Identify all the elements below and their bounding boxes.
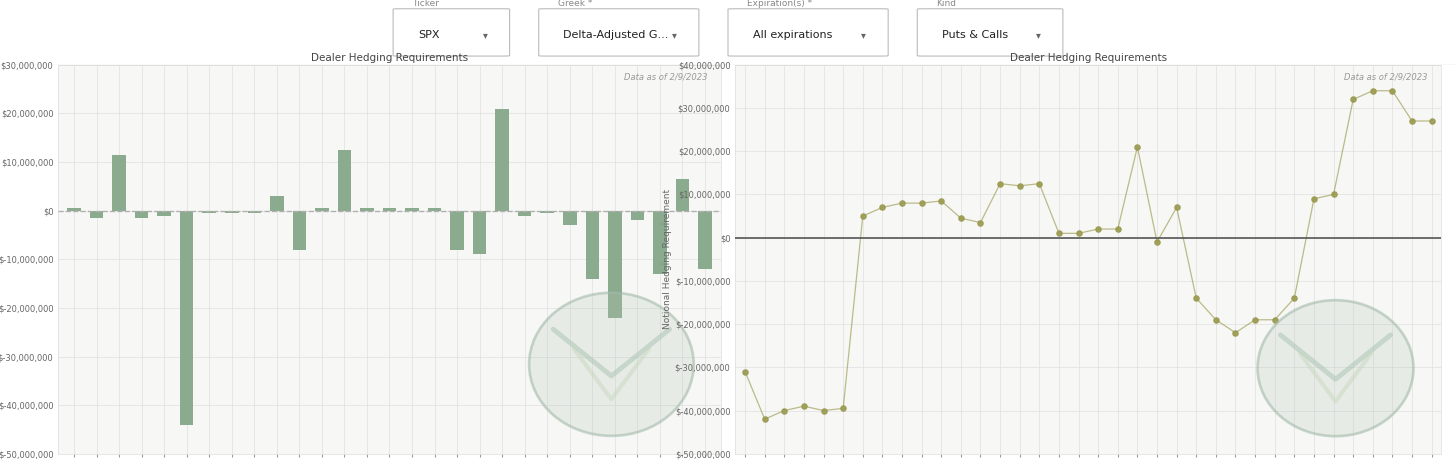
Text: ▾: ▾ [673, 30, 677, 40]
Text: Kind: Kind [936, 0, 957, 8]
Bar [540, 211, 553, 213]
Bar [269, 196, 284, 211]
Bar [360, 208, 374, 211]
Point [1302, 195, 1325, 202]
Bar [676, 179, 689, 211]
Point [1341, 96, 1364, 103]
Bar [383, 208, 396, 211]
Point [1224, 329, 1248, 337]
Text: Expiration(s) *: Expiration(s) * [747, 0, 812, 8]
Text: Data as of 2/9/2023: Data as of 2/9/2023 [625, 73, 708, 81]
Point [1125, 143, 1149, 150]
Point [949, 214, 973, 222]
Point [1283, 294, 1306, 302]
Bar [67, 208, 80, 211]
Point [1067, 230, 1091, 237]
Point [1204, 316, 1227, 324]
Point [1008, 182, 1031, 189]
Bar [585, 211, 598, 279]
Bar [518, 211, 531, 215]
FancyBboxPatch shape [393, 9, 510, 56]
Y-axis label: Notional Hedging Requirement: Notional Hedging Requirement [662, 189, 671, 329]
Point [852, 213, 875, 220]
Bar [450, 211, 464, 250]
Bar [314, 208, 329, 211]
FancyBboxPatch shape [539, 9, 699, 56]
Point [1262, 316, 1286, 324]
Point [1361, 87, 1385, 94]
Bar [609, 211, 622, 318]
Bar [181, 211, 194, 425]
Point [871, 204, 894, 211]
Point [1146, 238, 1169, 246]
Point [891, 200, 914, 207]
Bar [90, 211, 103, 218]
Text: SPX: SPX [418, 30, 440, 40]
Text: ▾: ▾ [483, 30, 488, 40]
Point [1047, 230, 1070, 237]
Point [831, 405, 855, 412]
Point [1185, 294, 1208, 302]
Bar [405, 208, 419, 211]
Point [792, 402, 815, 410]
Text: Data as of 2/9/2023: Data as of 2/9/2023 [1344, 73, 1427, 81]
Text: ▾: ▾ [862, 30, 866, 40]
Point [734, 368, 757, 375]
Bar [157, 211, 170, 215]
Bar [428, 208, 441, 211]
Text: Puts & Calls: Puts & Calls [942, 30, 1008, 40]
Text: Greek *: Greek * [558, 0, 593, 8]
Bar [654, 211, 667, 274]
Point [1380, 87, 1404, 94]
Bar [293, 211, 306, 250]
Point [989, 180, 1012, 188]
Bar [248, 211, 261, 213]
Point [1401, 117, 1424, 125]
Point [929, 197, 952, 205]
Point [1165, 204, 1188, 211]
Text: All expirations: All expirations [753, 30, 833, 40]
Point [1107, 225, 1130, 233]
Text: Ticker: Ticker [412, 0, 440, 8]
Point [1028, 180, 1051, 188]
Point [1243, 316, 1267, 324]
Bar [495, 108, 510, 211]
Title: Dealer Hedging Requirements: Dealer Hedging Requirements [1010, 53, 1166, 63]
Point [1086, 225, 1109, 233]
Bar [135, 211, 149, 218]
Point [968, 219, 992, 226]
Point [773, 407, 796, 414]
Point [1420, 117, 1443, 125]
Bar [473, 211, 486, 254]
Bar [202, 211, 215, 213]
Bar [338, 150, 351, 211]
Bar [630, 211, 644, 220]
FancyBboxPatch shape [728, 9, 888, 56]
Point [812, 407, 836, 414]
Title: Dealer Hedging Requirements: Dealer Hedging Requirements [312, 53, 467, 63]
Bar [563, 211, 577, 225]
Bar [112, 155, 125, 211]
Text: ▾: ▾ [1037, 30, 1041, 40]
Point [1322, 191, 1345, 198]
Point [753, 415, 776, 423]
Bar [226, 211, 239, 213]
Text: Delta-Adjusted G...: Delta-Adjusted G... [563, 30, 668, 40]
Bar [699, 211, 712, 269]
Point [910, 200, 933, 207]
FancyBboxPatch shape [917, 9, 1063, 56]
